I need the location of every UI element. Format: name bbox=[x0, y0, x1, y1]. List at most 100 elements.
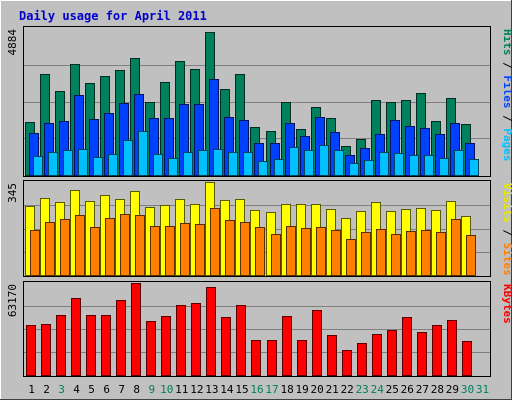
series-label: Visits / Sites bbox=[501, 183, 512, 276]
bar-pages-day-26 bbox=[409, 155, 419, 176]
bar-sites-day-22 bbox=[346, 239, 356, 276]
day-label: 7 bbox=[118, 383, 125, 396]
day-label: 3 bbox=[58, 383, 65, 396]
panel-frame bbox=[23, 281, 491, 377]
day-label: 1 bbox=[28, 383, 35, 396]
bar-kbytes-day-14 bbox=[221, 317, 231, 376]
day-label: 25 bbox=[386, 383, 399, 396]
bar-kbytes-day-10 bbox=[161, 316, 171, 376]
bar-sites-day-6 bbox=[105, 218, 115, 276]
panel-visits: 345 Visits / Sites bbox=[6, 180, 512, 277]
bar-kbytes-day-7 bbox=[116, 300, 126, 376]
bar-pages-day-8 bbox=[138, 131, 148, 176]
bar-kbytes-day-19 bbox=[297, 340, 307, 376]
bar-kbytes-day-17 bbox=[267, 340, 277, 376]
day-label: 12 bbox=[190, 383, 203, 396]
bar-sites-day-28 bbox=[436, 232, 446, 276]
bar-kbytes-day-26 bbox=[402, 317, 412, 376]
day-label: 2 bbox=[43, 383, 50, 396]
day-label: 21 bbox=[326, 383, 339, 396]
bar-pages-day-11 bbox=[183, 152, 193, 176]
bar-sites-day-14 bbox=[225, 220, 235, 276]
bar-kbytes-day-20 bbox=[312, 310, 322, 376]
bar-kbytes-day-5 bbox=[86, 315, 96, 376]
bar-sites-day-23 bbox=[361, 232, 371, 276]
series-label-part: Visits bbox=[501, 183, 512, 223]
bar-sites-day-18 bbox=[286, 226, 296, 276]
bar-sites-day-29 bbox=[451, 219, 461, 276]
bar-kbytes-day-23 bbox=[357, 343, 367, 376]
bar-kbytes-day-22 bbox=[342, 350, 352, 376]
bar-pages-day-21 bbox=[334, 150, 344, 176]
chart-panels: 4884 Hits / Files / Pages 345 Visits / Site… bbox=[6, 26, 512, 377]
bar-sites-day-12 bbox=[195, 224, 205, 276]
bar-pages-day-19 bbox=[304, 150, 314, 176]
bar-kbytes-day-12 bbox=[191, 303, 201, 376]
series-kbytes bbox=[26, 283, 472, 376]
y-max-label: 4884 bbox=[6, 29, 19, 56]
bar-sites-day-8 bbox=[135, 215, 145, 276]
bar-sites-day-2 bbox=[45, 222, 55, 276]
series-sites bbox=[30, 208, 476, 276]
bar-pages-day-4 bbox=[78, 149, 88, 176]
bar-kbytes-day-28 bbox=[432, 325, 442, 376]
bar-kbytes-day-2 bbox=[41, 324, 51, 376]
bar-pages-day-6 bbox=[108, 154, 118, 176]
chart-title: Daily usage for April 2011 bbox=[19, 9, 207, 23]
series-label-part: Sites bbox=[501, 243, 512, 276]
bar-kbytes-day-24 bbox=[372, 334, 382, 376]
bar-pages-day-29 bbox=[454, 150, 464, 176]
bar-sites-day-21 bbox=[331, 230, 341, 276]
day-label: 23 bbox=[356, 383, 369, 396]
day-label: 15 bbox=[235, 383, 248, 396]
bar-pages-day-5 bbox=[93, 157, 103, 176]
day-label: 24 bbox=[371, 383, 385, 396]
bar-kbytes-day-3 bbox=[56, 315, 66, 376]
day-label: 6 bbox=[103, 383, 110, 396]
bar-pages-day-23 bbox=[364, 160, 374, 176]
day-label: 28 bbox=[431, 383, 444, 396]
bar-sites-day-4 bbox=[75, 215, 85, 276]
bar-pages-day-22 bbox=[349, 163, 359, 176]
day-label: 19 bbox=[295, 383, 308, 396]
bar-pages-day-17 bbox=[274, 159, 284, 176]
bar-kbytes-day-11 bbox=[176, 305, 186, 376]
bar-pages-day-10 bbox=[168, 158, 178, 176]
bar-kbytes-day-15 bbox=[236, 305, 246, 376]
bar-kbytes-day-4 bbox=[71, 298, 81, 376]
bar-kbytes-day-16 bbox=[251, 340, 261, 376]
day-label: 27 bbox=[416, 383, 429, 396]
bar-pages-day-3 bbox=[63, 150, 73, 176]
bar-kbytes-day-18 bbox=[282, 316, 292, 376]
bar-pages-day-15 bbox=[243, 152, 253, 176]
day-label: 26 bbox=[401, 383, 414, 396]
bar-sites-day-19 bbox=[301, 228, 311, 276]
day-axis: 1 2 3 4 5 6 7 8 9 10 11 12 13 14 15 16 17 18 19 20 21 22 23 24 2… bbox=[28, 383, 489, 396]
series-label: Hits / Files / Pages bbox=[501, 29, 512, 162]
bar-pages-day-30 bbox=[469, 159, 479, 176]
day-label: 14 bbox=[220, 383, 234, 396]
day-label: 5 bbox=[88, 383, 95, 396]
bar-sites-day-5 bbox=[90, 227, 100, 276]
day-label: 8 bbox=[133, 383, 140, 396]
day-label: 11 bbox=[175, 383, 188, 396]
bar-sites-day-11 bbox=[180, 223, 190, 276]
bar-pages-day-18 bbox=[289, 147, 299, 176]
bar-kbytes-day-29 bbox=[447, 320, 457, 376]
bar-sites-day-15 bbox=[240, 222, 250, 276]
bar-sites-day-24 bbox=[376, 229, 386, 276]
series-label-part: Files bbox=[501, 75, 512, 108]
panel-frame bbox=[23, 26, 491, 177]
bar-sites-day-1 bbox=[30, 230, 40, 276]
series-pages bbox=[33, 131, 479, 176]
bar-sites-day-9 bbox=[150, 226, 160, 276]
bar-kbytes-day-27 bbox=[417, 332, 427, 376]
day-label: 17 bbox=[265, 383, 278, 396]
day-label: 31 bbox=[476, 383, 489, 396]
bar-pages-day-1 bbox=[33, 156, 43, 176]
bar-sites-day-13 bbox=[210, 208, 220, 276]
panel-hits: 4884 Hits / Files / Pages bbox=[6, 26, 512, 177]
bar-pages-day-14 bbox=[228, 152, 238, 176]
y-max-label: 63170 bbox=[6, 284, 19, 317]
